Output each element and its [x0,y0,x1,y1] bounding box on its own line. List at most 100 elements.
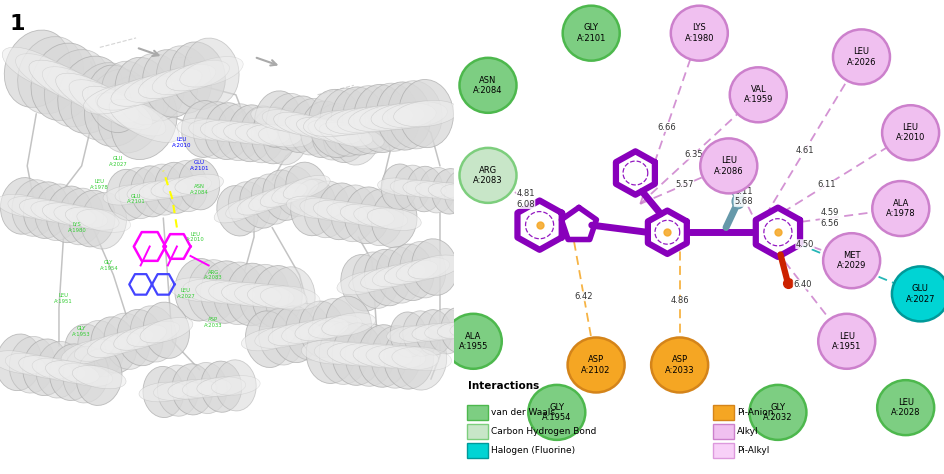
Ellipse shape [49,344,95,401]
Ellipse shape [260,286,320,310]
Ellipse shape [240,178,281,228]
Ellipse shape [265,267,314,329]
Ellipse shape [330,87,385,155]
Ellipse shape [143,50,197,117]
Ellipse shape [326,296,371,353]
Ellipse shape [81,192,126,249]
Ellipse shape [143,302,189,358]
Ellipse shape [370,326,420,388]
Ellipse shape [211,375,260,395]
Ellipse shape [251,107,296,164]
Ellipse shape [402,180,446,198]
Ellipse shape [59,363,112,386]
Text: GLU
A:2027: GLU A:2027 [904,284,935,303]
Circle shape [881,105,938,160]
Ellipse shape [440,307,477,353]
Ellipse shape [348,268,402,292]
Ellipse shape [365,345,426,369]
Ellipse shape [166,61,229,91]
Ellipse shape [125,72,188,102]
Ellipse shape [177,118,231,140]
Ellipse shape [298,301,345,358]
Text: ALA
A:1955: ALA A:1955 [458,332,487,351]
Ellipse shape [156,46,211,113]
Ellipse shape [24,182,69,238]
Ellipse shape [109,99,179,142]
Ellipse shape [196,377,245,397]
Ellipse shape [36,341,82,398]
Ellipse shape [76,349,122,405]
Circle shape [650,337,707,392]
Ellipse shape [54,205,108,228]
Ellipse shape [376,82,430,150]
Circle shape [459,148,516,203]
Ellipse shape [45,361,99,384]
Ellipse shape [77,320,124,377]
Ellipse shape [179,56,243,87]
Ellipse shape [193,101,239,158]
Ellipse shape [83,83,146,114]
Ellipse shape [0,334,42,391]
Ellipse shape [58,188,104,245]
Text: 4.61: 4.61 [795,146,813,155]
Ellipse shape [113,325,166,350]
FancyBboxPatch shape [467,443,487,458]
Ellipse shape [18,36,83,114]
Ellipse shape [139,68,202,99]
Ellipse shape [151,178,199,198]
FancyBboxPatch shape [467,405,487,420]
Ellipse shape [390,179,433,197]
Ellipse shape [437,321,480,339]
Ellipse shape [340,343,399,367]
Ellipse shape [453,306,489,352]
Ellipse shape [181,100,227,157]
Ellipse shape [110,76,174,106]
Ellipse shape [200,261,250,323]
Ellipse shape [259,309,304,365]
Ellipse shape [9,337,55,393]
Ellipse shape [386,326,430,344]
Ellipse shape [91,317,137,373]
Ellipse shape [35,184,80,240]
Ellipse shape [322,313,375,336]
Ellipse shape [240,106,285,163]
Ellipse shape [308,315,362,338]
Circle shape [562,6,619,61]
Ellipse shape [394,165,430,210]
Ellipse shape [295,318,348,341]
Ellipse shape [8,196,61,219]
Ellipse shape [299,198,353,220]
Text: Alkyl: Alkyl [736,427,758,436]
Text: GLY
A:1954: GLY A:1954 [99,260,118,271]
Ellipse shape [0,194,50,218]
Ellipse shape [330,185,377,242]
Circle shape [670,6,727,61]
Ellipse shape [76,209,130,232]
Ellipse shape [266,93,312,150]
Polygon shape [561,208,596,239]
Ellipse shape [200,120,254,142]
Ellipse shape [228,182,270,232]
Ellipse shape [268,323,322,346]
Polygon shape [615,151,654,195]
Ellipse shape [58,56,124,134]
Ellipse shape [162,176,211,196]
Ellipse shape [285,303,331,360]
Ellipse shape [44,50,110,127]
Ellipse shape [209,281,268,305]
Ellipse shape [119,168,160,219]
Text: LEU
A:2026: LEU A:2026 [846,47,875,66]
Ellipse shape [234,283,294,308]
Ellipse shape [415,310,451,355]
Ellipse shape [155,162,195,213]
Ellipse shape [20,199,73,222]
Ellipse shape [143,366,184,418]
Text: LYS
A:1980: LYS A:1980 [68,222,87,233]
Ellipse shape [340,204,394,227]
Ellipse shape [140,318,193,343]
Ellipse shape [170,278,229,302]
Ellipse shape [64,324,110,381]
Ellipse shape [352,252,398,309]
Text: Pi-Alkyl: Pi-Alkyl [736,446,768,455]
Ellipse shape [358,189,403,246]
